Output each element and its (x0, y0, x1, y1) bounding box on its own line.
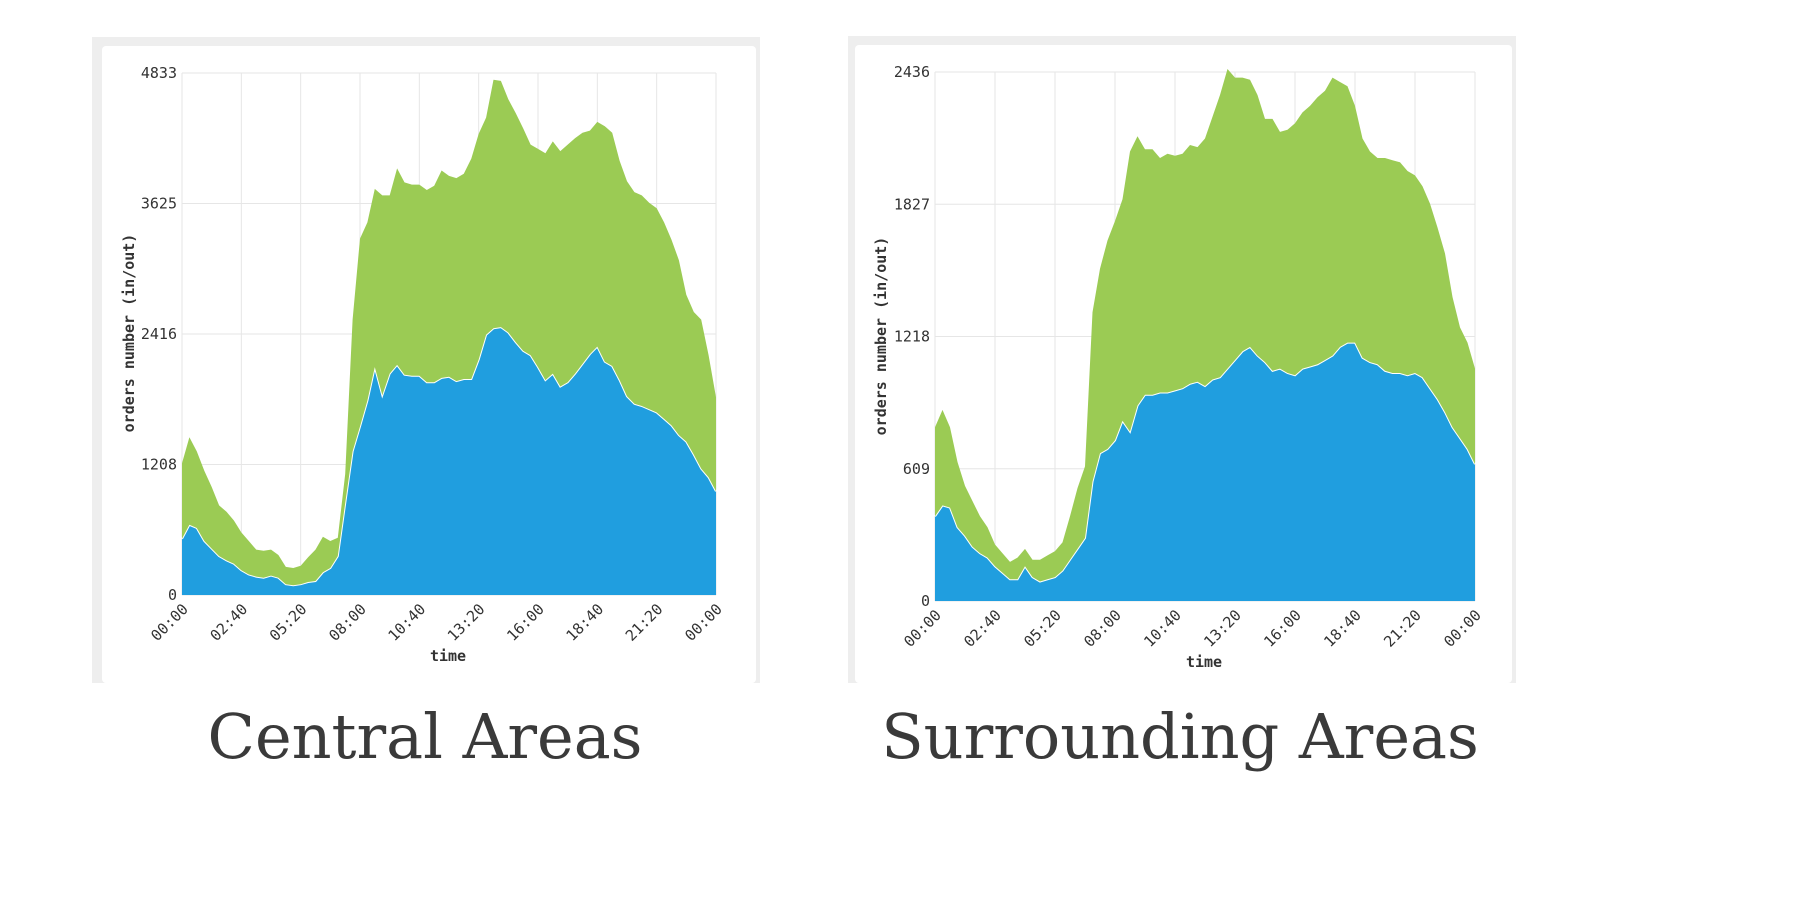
y-tick-label: 2416 (141, 325, 177, 343)
x-tick-label: 00:00 (900, 606, 945, 651)
x-axis-title: time (1186, 653, 1222, 671)
x-tick-label: 18:40 (1320, 606, 1365, 651)
y-tick-label: 2436 (894, 63, 930, 81)
x-tick-label: 13:20 (1200, 606, 1245, 651)
x-tick-label: 00:00 (1440, 606, 1485, 651)
x-tick-label: 02:40 (960, 606, 1005, 651)
y-tick-label: 4833 (141, 64, 177, 82)
y-tick-label: 0 (921, 592, 930, 610)
y-tick-label: 0 (168, 586, 177, 604)
series-1-area (935, 342, 1475, 601)
y-tick-label: 1218 (894, 328, 930, 346)
y-tick-label: 1827 (894, 195, 930, 213)
y-tick-label: 3625 (141, 194, 177, 212)
series-1-area (182, 327, 716, 595)
series-2-area (935, 69, 1475, 582)
x-tick-label: 16:00 (1260, 606, 1305, 651)
caption-surrounding-areas: Surrounding Areas (881, 700, 1479, 773)
y-tick-label: 1208 (141, 456, 177, 474)
series-2-area (182, 79, 716, 586)
x-tick-label: 10:40 (1140, 606, 1185, 651)
x-tick-label: 21:20 (1380, 606, 1425, 651)
y-axis-title: orders number (in/out) (120, 234, 138, 433)
x-tick-label: 08:00 (1080, 606, 1125, 651)
y-tick-label: 609 (903, 460, 930, 478)
x-tick-label: 05:20 (1020, 606, 1065, 651)
caption-central-areas: Central Areas (207, 700, 643, 773)
y-axis-title: orders number (in/out) (872, 237, 890, 436)
x-axis-title: time (430, 647, 466, 665)
